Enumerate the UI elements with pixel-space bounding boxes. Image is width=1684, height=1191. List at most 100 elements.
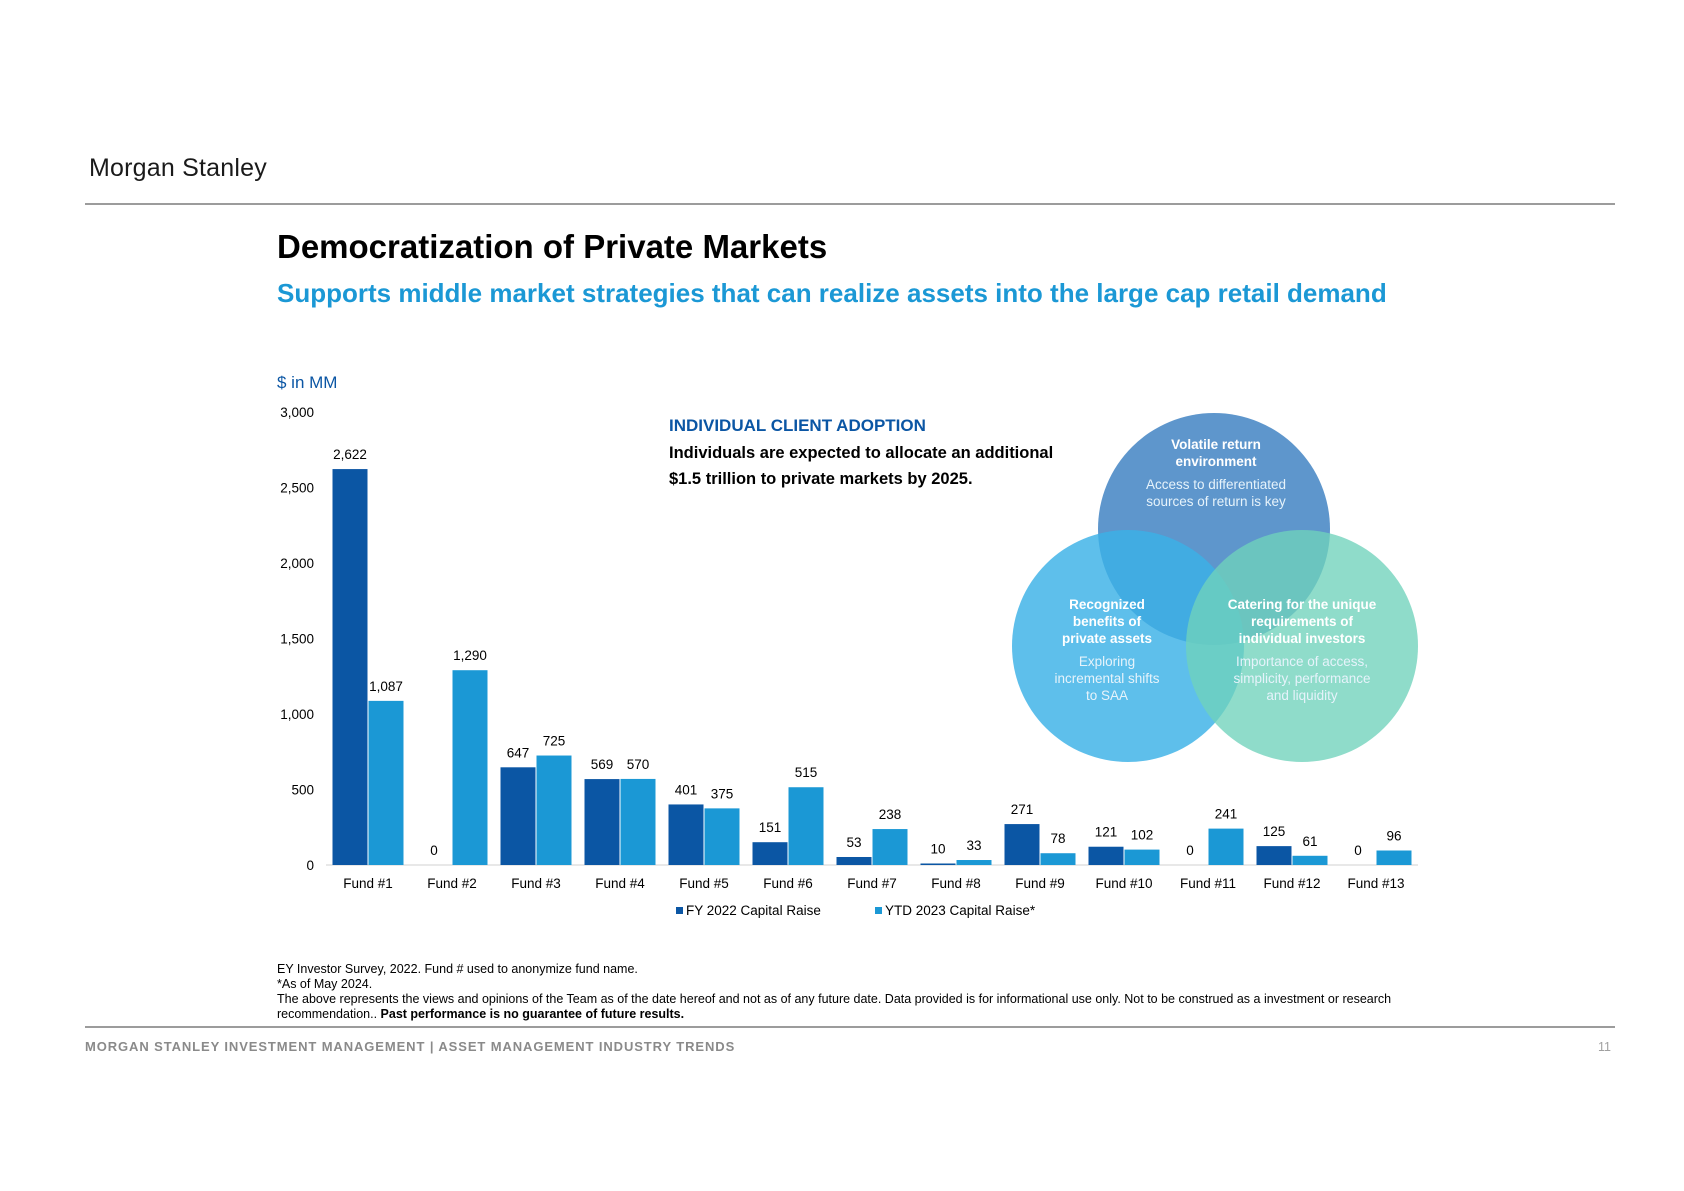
x-tick-label: Fund #7 xyxy=(847,876,897,891)
bar-fy2022 xyxy=(668,804,704,865)
bar-ytd2023 xyxy=(452,670,488,865)
bar-fy2022 xyxy=(500,767,536,865)
bar-value-label: 1,087 xyxy=(369,679,403,694)
x-tick-label: Fund #4 xyxy=(595,876,645,891)
bar-value-label: 53 xyxy=(846,835,861,850)
data-labels: 2,622 1,087 0 1,290 647 725 569 570 401 375 151 515… xyxy=(333,447,1401,858)
footnote-disclaimer: The above represents the views and opini… xyxy=(277,992,1437,1022)
x-tick-label: Fund #1 xyxy=(343,876,393,891)
y-tick-label: 1,500 xyxy=(280,632,314,647)
x-tick-label: Fund #10 xyxy=(1095,876,1152,891)
bar-value-label: 78 xyxy=(1050,831,1065,846)
bar-value-label: 61 xyxy=(1302,834,1317,849)
bar-value-label: 570 xyxy=(627,757,650,772)
bar-ytd2023 xyxy=(1208,828,1244,865)
bar-fy2022 xyxy=(1256,846,1292,865)
legend-swatch xyxy=(676,907,683,914)
venn-right-heading: Catering for the unique requirements of … xyxy=(1227,597,1377,646)
x-tick-label: Fund #11 xyxy=(1180,876,1236,891)
bar-value-label: 725 xyxy=(543,734,566,749)
bar-ytd2023 xyxy=(1292,855,1328,865)
bar-value-label: 1,290 xyxy=(453,648,487,663)
bar-ytd2023 xyxy=(368,700,404,865)
bar-fy2022 xyxy=(332,469,368,865)
units-label: $ in MM xyxy=(277,373,338,392)
bar-value-label: 0 xyxy=(1186,843,1194,858)
bar-ytd2023 xyxy=(872,829,908,865)
bar-value-label: 10 xyxy=(930,841,945,856)
bar-value-label: 125 xyxy=(1263,824,1286,839)
bar-fy2022 xyxy=(1004,824,1040,865)
bar-value-label: 515 xyxy=(795,765,818,780)
footnote-source: EY Investor Survey, 2022. Fund # used to… xyxy=(277,962,638,976)
bar-value-label: 375 xyxy=(711,786,734,801)
bar-value-label: 102 xyxy=(1131,828,1154,843)
page-title: Democratization of Private Markets xyxy=(277,228,828,265)
venn-top-body: Access to differentiated sources of retu… xyxy=(1145,477,1287,509)
venn-diagram xyxy=(1012,413,1418,762)
y-tick-label: 3,000 xyxy=(280,405,314,420)
bar-fy2022 xyxy=(752,842,788,865)
y-tick-label: 2,000 xyxy=(280,556,314,571)
bar-value-label: 121 xyxy=(1095,825,1118,840)
footnote-asof: *As of May 2024. xyxy=(277,977,373,991)
venn-right-body: Importance of access, simplicity, perfor… xyxy=(1233,654,1371,703)
bar-value-label: 0 xyxy=(1354,843,1362,858)
venn-top-heading: Volatile return environment xyxy=(1171,437,1261,469)
bar-value-label: 2,622 xyxy=(333,447,367,462)
bar-fy2022 xyxy=(836,856,872,865)
header-rule xyxy=(85,203,1615,205)
footer-rule xyxy=(85,1026,1615,1028)
x-tick-label: Fund #6 xyxy=(763,876,813,891)
bar-value-label: 151 xyxy=(759,820,782,835)
y-tick-label: 0 xyxy=(306,858,314,873)
bar-fy2022 xyxy=(920,863,956,865)
bar-ytd2023 xyxy=(788,787,824,865)
venn-left-heading: Recognized benefits of private assets xyxy=(1061,597,1153,646)
morgan-stanley-logo: Morgan Stanley xyxy=(89,154,267,182)
bar-value-label: 401 xyxy=(675,782,698,797)
disclaimer-text: The above represents the views and opini… xyxy=(277,992,1392,1021)
venn-top-text: Volatile return environment Access to di… xyxy=(1136,436,1296,510)
bar-fy2022 xyxy=(584,779,620,865)
bar-ytd2023 xyxy=(1376,850,1412,865)
bar-value-label: 96 xyxy=(1386,829,1401,844)
venn-circle-left xyxy=(1012,530,1244,762)
venn-left-body: Exploring incremental shifts to SAA xyxy=(1054,654,1160,703)
y-tick-label: 1,000 xyxy=(280,707,314,722)
bar-ytd2023 xyxy=(956,860,992,865)
x-tick-label: Fund #12 xyxy=(1263,876,1320,891)
bar-ytd2023 xyxy=(1124,849,1160,865)
footer-text: MORGAN STANLEY INVESTMENT MANAGEMENT | A… xyxy=(85,1039,736,1054)
bar-ytd2023 xyxy=(1040,853,1076,865)
venn-circle-right xyxy=(1186,530,1418,762)
x-tick-label: Fund #3 xyxy=(511,876,561,891)
disclaimer-bold: Past performance is no guarantee of futu… xyxy=(380,1007,685,1021)
adoption-text: Individuals are expected to allocate an … xyxy=(669,444,1054,488)
bar-value-label: 271 xyxy=(1011,802,1034,817)
x-tick-label: Fund #13 xyxy=(1347,876,1404,891)
y-tick-label: 2,500 xyxy=(280,481,314,496)
bar-ytd2023 xyxy=(620,778,656,865)
bar-fy2022 xyxy=(1088,846,1124,865)
bar-value-label: 238 xyxy=(879,807,902,822)
bar-ytd2023 xyxy=(704,808,740,865)
venn-left-text: Recognized benefits of private assets Ex… xyxy=(1052,596,1162,704)
bar-value-label: 0 xyxy=(430,843,438,858)
x-tick-label: Fund #9 xyxy=(1015,876,1065,891)
x-tick-label: Fund #8 xyxy=(931,876,981,891)
page-number: 11 xyxy=(1598,1040,1611,1054)
page-subtitle: Supports middle market strategies that c… xyxy=(277,278,1387,308)
bars xyxy=(332,469,1412,865)
legend-label: YTD 2023 Capital Raise* xyxy=(885,903,1036,918)
bar-value-label: 33 xyxy=(966,838,981,853)
bar-value-label: 569 xyxy=(591,757,614,772)
footnotes: EY Investor Survey, 2022. Fund # used to… xyxy=(277,962,1437,1022)
bar-value-label: 647 xyxy=(507,745,530,760)
x-axis: Fund #1 Fund #2 Fund #3 Fund #4 Fund #5 Fund … xyxy=(343,876,1404,891)
bar-ytd2023 xyxy=(536,755,572,865)
y-tick-label: 500 xyxy=(291,783,314,798)
legend: FY 2022 Capital Raise YTD 2023 Capital Ra… xyxy=(676,903,1036,918)
bar-value-label: 241 xyxy=(1215,807,1238,822)
